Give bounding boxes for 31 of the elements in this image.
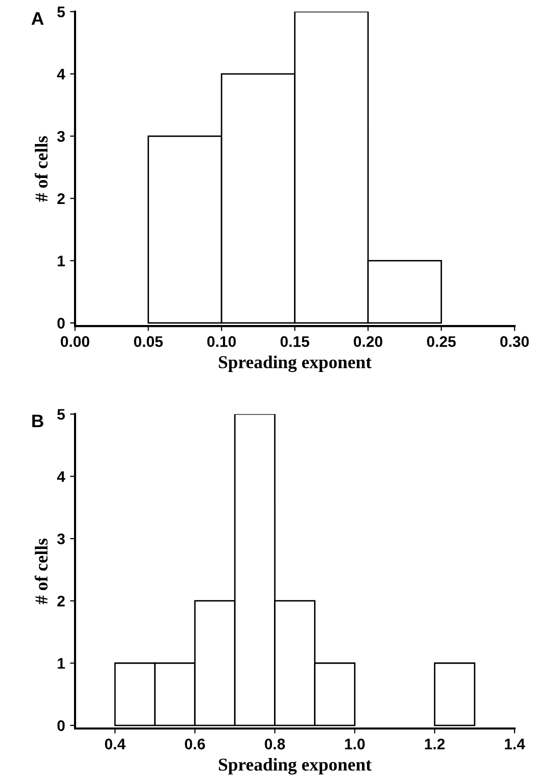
y-tick-label: 3 — [57, 131, 65, 142]
y-tick-label: 5 — [57, 6, 65, 18]
x-axis-title: Spreading exponent — [218, 758, 372, 775]
y-tick-label: 2 — [57, 596, 65, 606]
x-tick-label: 0.6 — [184, 738, 205, 750]
x-tick-label: 0.8 — [264, 738, 285, 750]
y-tick-label: 4 — [57, 68, 66, 80]
x-tick-label: 0.20 — [354, 336, 382, 347]
text: A — [32, 12, 44, 25]
y-tick-label: 1 — [58, 256, 65, 266]
y-tick-label: 4 — [57, 471, 66, 482]
y-tick-label: 0 — [57, 720, 65, 732]
x-tick-label: 0.30 — [500, 336, 529, 348]
x-tick-label: 0.15 — [280, 336, 310, 347]
x-tick-label: 0.05 — [134, 336, 163, 347]
x-axis-title: Spreading exponent — [218, 356, 372, 372]
y-tick-label: 0 — [57, 318, 65, 329]
text: B — [32, 414, 44, 428]
y-axis-title: # of cells — [34, 136, 48, 202]
x-tick-label: 0.10 — [207, 336, 236, 347]
x-tick-label: 1.2 — [424, 738, 445, 750]
y-tick-label: 5 — [57, 409, 65, 420]
y-tick-label: 2 — [57, 193, 65, 204]
x-tick-label: 1.4 — [504, 738, 526, 750]
x-tick-label: 0.25 — [427, 336, 456, 347]
x-tick-label: 0.4 — [104, 738, 126, 750]
y-tick-label: 1 — [58, 658, 65, 669]
y-tick-label: 3 — [57, 533, 65, 544]
x-tick-label: 0.00 — [60, 336, 90, 347]
x-tick-label: 1.0 — [345, 738, 365, 750]
y-axis-title: # of cells — [34, 538, 48, 604]
